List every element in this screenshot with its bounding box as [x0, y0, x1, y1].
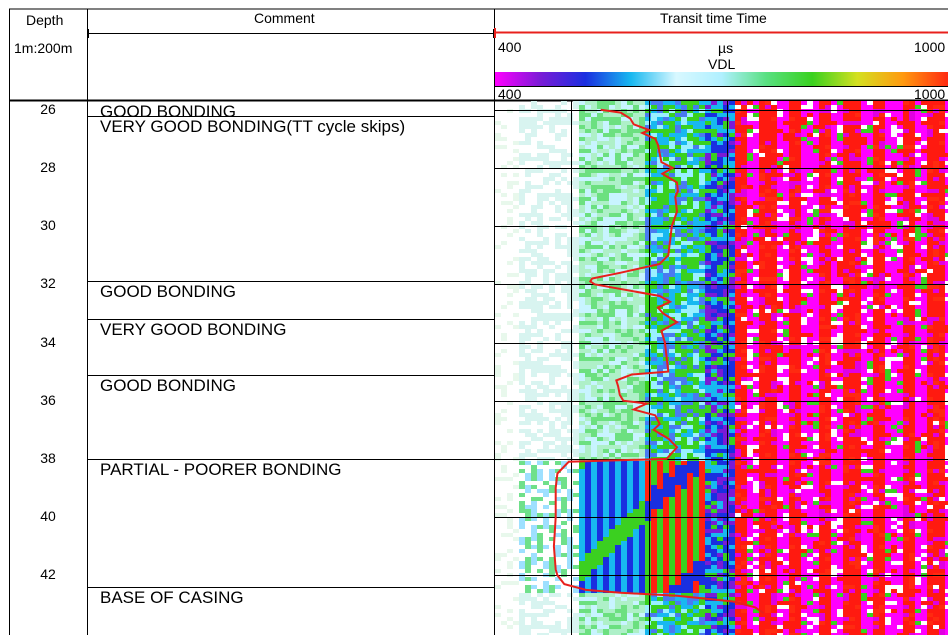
depth-label: 42: [40, 566, 56, 582]
log-header: [9, 8, 948, 635]
depth-label: 28: [40, 159, 56, 175]
vdl-scale-right: 1000: [914, 86, 946, 102]
vdl-image: [495, 101, 948, 635]
transit-time-curve-layer: [552, 108, 765, 615]
vdl-title: VDL: [708, 56, 736, 72]
vdl-scale-left: 400: [498, 86, 522, 102]
comment-label: PARTIAL - POORER BONDING: [100, 460, 342, 479]
vdl-color-scale: [495, 72, 948, 86]
transit-time-track-title: Transit time Time: [660, 10, 767, 26]
depth-label: 26: [40, 101, 56, 117]
track-grid: [495, 101, 948, 635]
tt-scale-left: 400: [498, 39, 522, 55]
comment-label: GOOD BONDING: [100, 282, 237, 301]
comment-label: BASE OF CASING: [100, 588, 244, 607]
depth-scale-label: 1m:200m: [14, 40, 73, 56]
comment-label: VERY GOOD BONDING(TT cycle skips): [100, 117, 406, 136]
tt-unit-label: µs: [718, 40, 734, 56]
depth-label: 34: [40, 334, 56, 350]
depth-label: 40: [40, 508, 56, 524]
comment-dividers: [88, 116, 494, 588]
comment-label: GOOD BONDING: [100, 102, 237, 121]
comment-label: GOOD BONDING: [100, 376, 237, 395]
comment-label: VERY GOOD BONDING: [100, 320, 287, 339]
comment-column-title: Comment: [254, 10, 315, 26]
depth-label: 36: [40, 392, 56, 408]
tt-scale-right: 1000: [914, 39, 946, 55]
depth-label: 38: [40, 450, 56, 466]
depth-label: 32: [40, 275, 56, 291]
depth-column-title: Depth: [26, 12, 64, 28]
transit-time-curve: [552, 108, 765, 615]
depth-label: 30: [40, 217, 56, 233]
